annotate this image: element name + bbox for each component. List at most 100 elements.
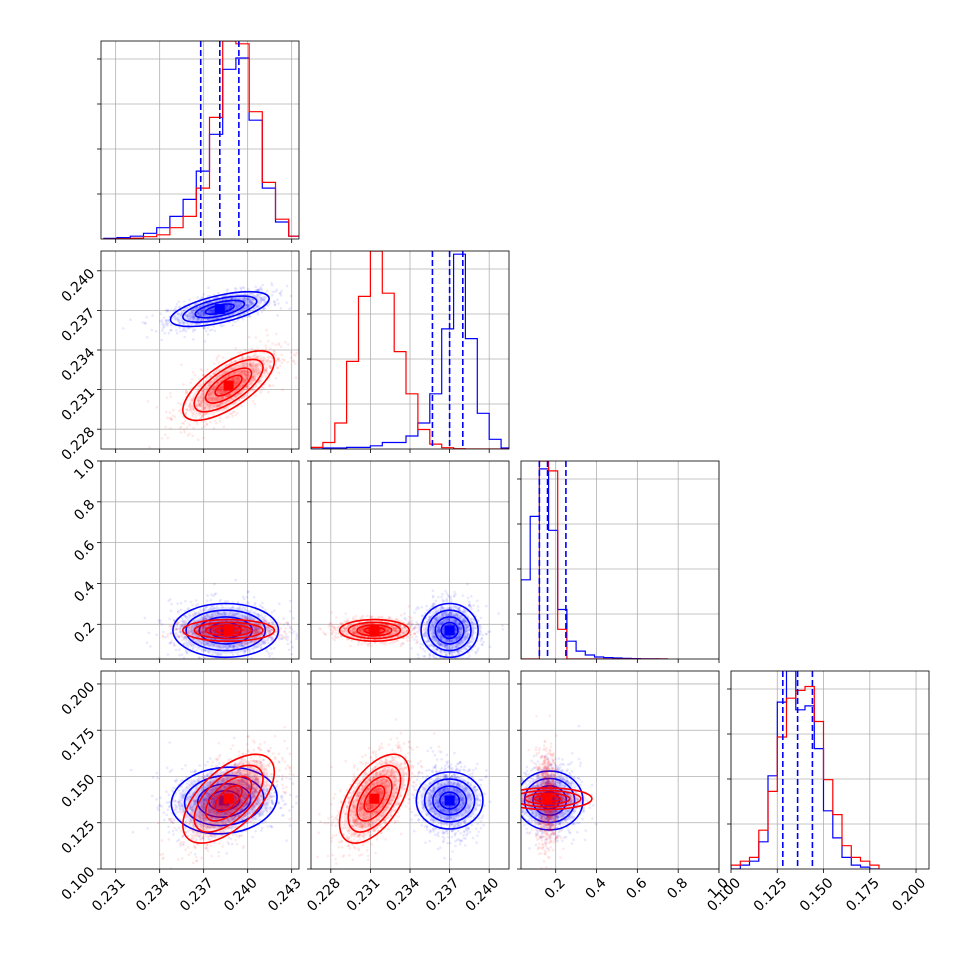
contour-blue xyxy=(432,785,468,816)
contour-red xyxy=(347,621,402,640)
x-tick-label: 0.2 xyxy=(542,875,569,902)
x-tick-labels: 0.231 0.234 0.237 0.240 0.243 0.228 0.231 0.234… xyxy=(89,875,929,915)
density-peak-red xyxy=(223,380,234,391)
y-tick-label: 0.6 xyxy=(71,538,98,565)
panel-grid xyxy=(730,671,929,869)
contour-blue xyxy=(182,295,258,323)
contour-blue xyxy=(415,771,484,830)
panel-grid xyxy=(101,251,299,449)
density-layer xyxy=(143,578,299,659)
contour-red xyxy=(182,618,276,643)
contour-blue xyxy=(420,602,479,659)
density-peak-blue xyxy=(444,625,455,636)
density-layer xyxy=(521,714,598,869)
x-tick-label: 0.150 xyxy=(797,875,837,915)
contour-red xyxy=(356,775,393,822)
scatter-panel-2-3 xyxy=(517,670,720,873)
histogram-red xyxy=(731,685,880,869)
contour-blue xyxy=(169,290,270,328)
contour-red xyxy=(356,624,393,637)
y-tick-label: 0.100 xyxy=(59,864,99,904)
scatter-panel-0-1 xyxy=(97,250,300,453)
x-tick-label: 0.228 xyxy=(304,875,344,915)
x-tick-label: 0.240 xyxy=(221,875,261,915)
contour-blue xyxy=(427,609,472,652)
y-tick-label: 0.231 xyxy=(59,385,99,425)
panel-frame xyxy=(100,460,300,660)
x-tick-label: 0.234 xyxy=(383,875,423,915)
contour-red xyxy=(214,374,243,397)
y-tick-label: 0.150 xyxy=(59,771,99,811)
panel-frame xyxy=(100,670,300,870)
density-peak-red xyxy=(369,793,380,804)
density-peak-blue xyxy=(214,304,225,315)
scatter-panel-0-3 xyxy=(97,670,300,873)
contour-blue xyxy=(194,299,246,319)
hist-panel-0 xyxy=(97,40,300,243)
contour-red xyxy=(193,358,264,413)
contour-red xyxy=(338,753,411,844)
contour-blue xyxy=(423,778,476,823)
x-tick-label: 0.237 xyxy=(177,875,217,915)
x-tick-label: 0.175 xyxy=(843,875,883,915)
contour-red xyxy=(193,621,264,640)
y-tick-label: 1.0 xyxy=(71,456,98,483)
density-peak-red xyxy=(223,625,234,636)
contour-red xyxy=(338,618,411,643)
y-tick-label: 0.240 xyxy=(59,266,99,306)
y-tick-label: 0.234 xyxy=(59,345,99,385)
contour-red xyxy=(533,794,562,803)
x-tick-label: 0.234 xyxy=(133,875,173,915)
panel-grid xyxy=(521,461,720,659)
y-tick-label: 0.4 xyxy=(71,578,98,605)
histogram-blue xyxy=(311,253,509,449)
x-tick-label: 0.4 xyxy=(583,875,610,902)
contour-blue xyxy=(440,621,459,640)
contour-blue xyxy=(521,770,584,831)
y-tick-label: 0.125 xyxy=(59,818,99,858)
hist-panel-1 xyxy=(307,250,510,453)
contour-red xyxy=(521,787,593,811)
histogram-red xyxy=(103,41,299,239)
contour-blue xyxy=(204,303,235,315)
contour-blue xyxy=(185,609,267,652)
contour-red xyxy=(214,626,243,635)
x-tick-label: 0.125 xyxy=(751,875,791,915)
density-peak-blue xyxy=(444,795,455,806)
hist-panel-3 xyxy=(727,670,930,873)
contour-red xyxy=(193,764,264,833)
x-tick-label: 0.8 xyxy=(664,875,691,902)
contour-red xyxy=(347,764,402,833)
contour-blue xyxy=(523,777,576,824)
histogram-red xyxy=(521,461,668,659)
histogram-blue xyxy=(103,57,299,239)
x-tick-label: 0.200 xyxy=(889,875,929,915)
x-tick-label: 0.231 xyxy=(344,875,384,915)
y-tick-label: 0.237 xyxy=(59,305,99,345)
y-tick-label: 0.8 xyxy=(71,497,98,524)
histogram-blue xyxy=(521,468,668,659)
x-tick-label: 0.237 xyxy=(423,875,463,915)
contour-red xyxy=(204,367,253,404)
histogram-red xyxy=(311,251,509,449)
scatter-panel-1-2 xyxy=(307,460,510,663)
panel-frame xyxy=(520,670,720,870)
x-tick-label: 0.243 xyxy=(265,875,305,915)
panel-frame xyxy=(730,670,930,870)
contour-red xyxy=(214,784,243,813)
panel-frame xyxy=(100,40,300,240)
scatter-panel-1-3 xyxy=(307,670,510,873)
x-tick-label: 0.231 xyxy=(89,875,129,915)
hist-panel-2 xyxy=(517,460,720,663)
contour-red xyxy=(521,789,582,808)
y-tick-label: 0.200 xyxy=(59,679,99,719)
density-peak-red xyxy=(369,625,380,636)
histogram-blue xyxy=(731,671,879,869)
scatter-panel-0-2 xyxy=(97,460,300,663)
density-layer xyxy=(316,718,492,865)
contour-red xyxy=(524,792,571,805)
contour-blue xyxy=(172,602,280,659)
density-layer xyxy=(129,725,299,869)
contour-red xyxy=(182,753,276,844)
